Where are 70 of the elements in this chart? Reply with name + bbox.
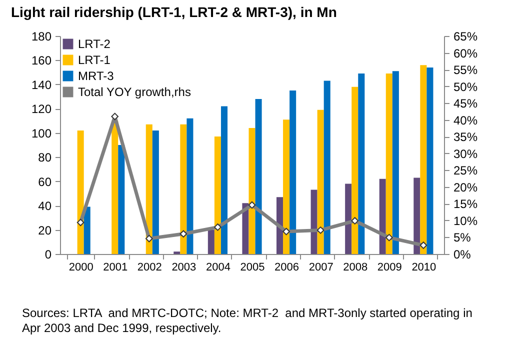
bar bbox=[77, 130, 84, 254]
bar bbox=[276, 197, 284, 254]
bar bbox=[112, 120, 118, 254]
bar bbox=[317, 110, 324, 254]
y2-tick-label: 40% bbox=[454, 113, 478, 128]
y2-tick-label: 45% bbox=[454, 96, 478, 111]
bar bbox=[146, 124, 152, 254]
bar bbox=[426, 67, 434, 254]
y-tick-label: 100 bbox=[31, 126, 52, 140]
bar bbox=[242, 203, 249, 254]
bar bbox=[208, 230, 214, 254]
x-tick-label: 2010 bbox=[412, 262, 436, 274]
y2-tick-label: 10% bbox=[454, 214, 478, 228]
bar bbox=[420, 65, 427, 254]
bar bbox=[352, 86, 358, 254]
y2-tick-label: 50% bbox=[454, 80, 478, 94]
y2-tick-label: 55% bbox=[454, 63, 478, 78]
bar bbox=[386, 74, 392, 254]
x-tick-label: 2003 bbox=[172, 262, 196, 274]
source-note: Sources: LRTA and MRTC-DOTC; Note: MRT-2 and MRT-3only started operating in Apr 2003 and Dec 1999, respectively. bbox=[22, 306, 474, 336]
legend-label: Total YOY growth,rhs bbox=[78, 85, 191, 99]
bar bbox=[220, 106, 228, 254]
legend-label: MRT-3 bbox=[78, 69, 114, 83]
y2-tick-label: 15% bbox=[454, 197, 478, 212]
legend-label: LRT-2 bbox=[78, 37, 111, 51]
y-tick-label: 160 bbox=[31, 54, 52, 68]
y2-tick-label: 35% bbox=[454, 130, 478, 144]
bar bbox=[358, 74, 365, 254]
y-tick-label: 40 bbox=[38, 199, 52, 214]
bar bbox=[414, 178, 420, 254]
x-tick-label: 2004 bbox=[206, 262, 230, 274]
bar bbox=[283, 120, 290, 254]
bar bbox=[324, 80, 330, 254]
y-tick-label: 80 bbox=[38, 150, 52, 165]
x-tick-label: 2000 bbox=[68, 262, 94, 274]
bar bbox=[255, 98, 262, 254]
y2-tick-label: 0% bbox=[454, 248, 472, 262]
bar bbox=[248, 128, 256, 254]
x-tick-label: 2002 bbox=[137, 262, 162, 274]
bar bbox=[392, 71, 399, 254]
x-tick-label: 2005 bbox=[240, 262, 265, 274]
bar bbox=[180, 124, 187, 254]
legend-label: LRT-1 bbox=[78, 53, 111, 67]
chart-title: Light rail ridership (LRT-1, LRT-2 & MRT-3), in Mn bbox=[10, 4, 337, 20]
x-tick-label: 2006 bbox=[274, 262, 300, 274]
y2-tick-label: 25% bbox=[454, 164, 478, 178]
bar bbox=[310, 190, 318, 254]
x-tick-label: 2008 bbox=[343, 262, 368, 274]
y2-tick-label: 20% bbox=[454, 180, 478, 194]
y-tick-label: 60 bbox=[38, 174, 52, 189]
bar bbox=[379, 178, 386, 254]
bar bbox=[84, 206, 90, 254]
x-tick-label: 2009 bbox=[377, 262, 402, 274]
bar bbox=[152, 130, 159, 254]
y2-tick-label: 60% bbox=[454, 46, 478, 60]
bar bbox=[290, 90, 296, 254]
y-tick-label: 180 bbox=[31, 30, 52, 44]
bar bbox=[186, 118, 194, 254]
bar bbox=[345, 184, 352, 254]
x-tick-label: 2001 bbox=[103, 262, 128, 274]
y-tick-label: 120 bbox=[31, 102, 52, 116]
bar bbox=[214, 136, 221, 254]
y2-tick-label: 30% bbox=[454, 146, 478, 161]
y2-tick-label: 5% bbox=[454, 230, 472, 245]
bar bbox=[118, 145, 125, 254]
y-tick-label: 20 bbox=[38, 223, 52, 238]
y2-tick-label: 65% bbox=[454, 30, 478, 44]
y-tick-label: 140 bbox=[31, 78, 52, 92]
y-tick-label: 0 bbox=[44, 248, 52, 262]
x-tick-label: 2007 bbox=[308, 262, 334, 274]
